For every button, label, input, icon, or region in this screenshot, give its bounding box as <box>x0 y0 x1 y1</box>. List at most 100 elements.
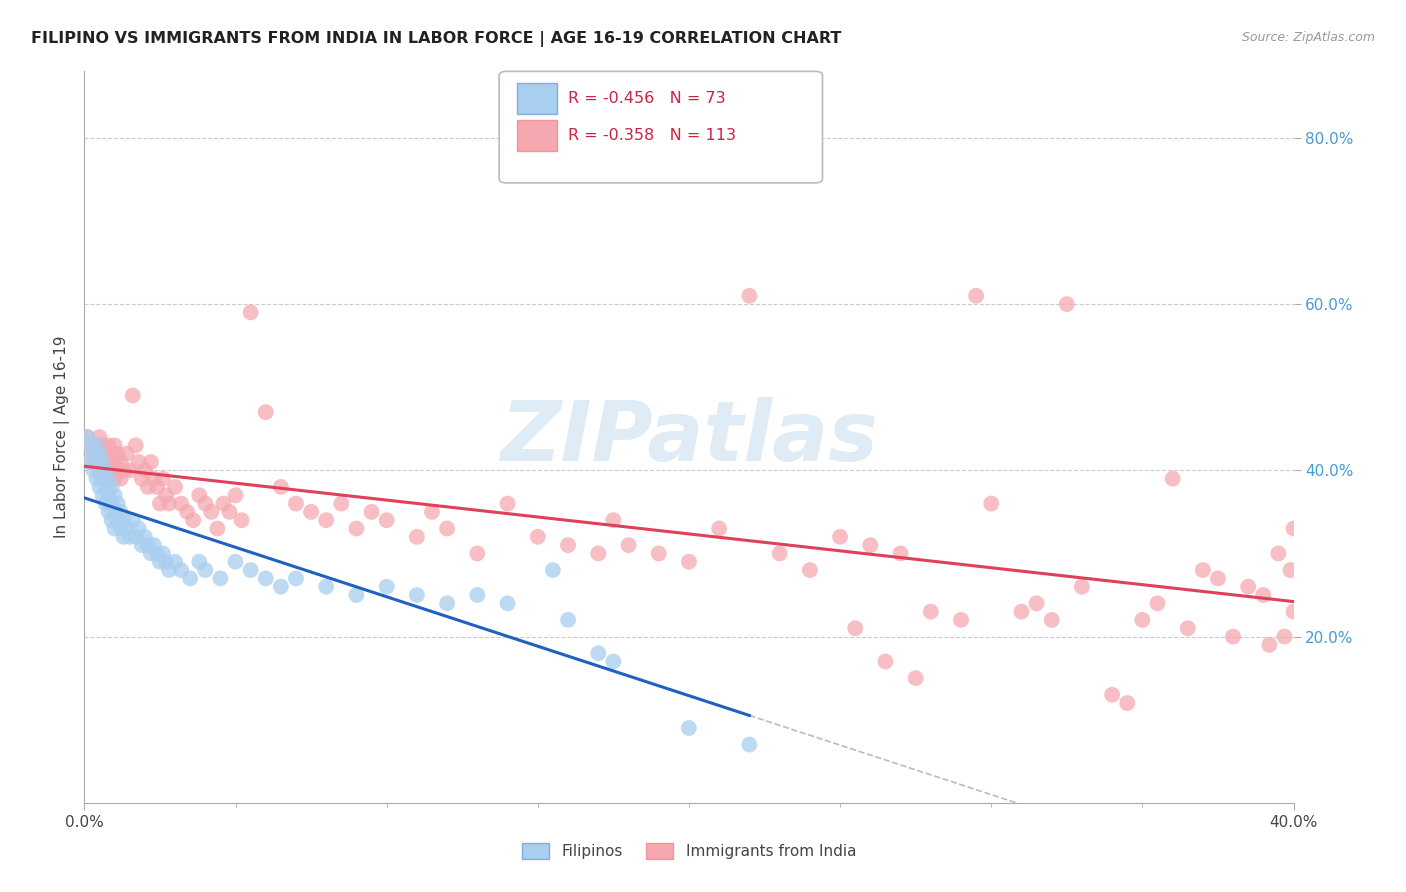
Point <box>91 488 114 502</box>
Point <box>980 497 1002 511</box>
Point <box>1282 605 1305 619</box>
Point <box>91 472 114 486</box>
Point <box>225 488 247 502</box>
Point <box>648 546 671 560</box>
Point <box>1071 580 1094 594</box>
Point <box>82 463 104 477</box>
Point <box>100 463 122 477</box>
Point <box>79 455 101 469</box>
Point <box>285 571 308 585</box>
Point <box>121 513 143 527</box>
Point <box>94 497 117 511</box>
Point <box>107 497 129 511</box>
Point <box>830 530 852 544</box>
Point <box>89 463 111 477</box>
Point <box>890 546 912 560</box>
Point <box>91 455 114 469</box>
Point <box>91 472 114 486</box>
Point <box>1040 613 1063 627</box>
Point <box>346 588 368 602</box>
Point <box>1282 521 1305 535</box>
Point <box>79 438 101 452</box>
Point <box>146 546 169 560</box>
Y-axis label: In Labor Force | Age 16-19: In Labor Force | Age 16-19 <box>55 335 70 539</box>
Point <box>104 438 127 452</box>
Point <box>188 488 211 502</box>
Point <box>104 455 127 469</box>
Point <box>617 538 640 552</box>
Point <box>1130 613 1153 627</box>
Point <box>1011 605 1033 619</box>
Point <box>588 546 610 560</box>
Point <box>527 530 550 544</box>
Point <box>1192 563 1215 577</box>
Point <box>315 580 337 594</box>
Point <box>165 480 187 494</box>
Point <box>94 463 117 477</box>
Point <box>678 721 700 735</box>
Point <box>112 530 135 544</box>
Point <box>541 563 564 577</box>
Point <box>82 455 104 469</box>
Point <box>97 505 120 519</box>
Point <box>97 455 120 469</box>
Point <box>142 472 165 486</box>
Point <box>859 538 882 552</box>
Point <box>406 588 429 602</box>
Point <box>121 388 143 402</box>
Point <box>94 447 117 461</box>
Point <box>152 472 174 486</box>
Point <box>86 455 108 469</box>
Point <box>89 447 111 461</box>
Point <box>225 555 247 569</box>
Point <box>1222 630 1244 644</box>
Point <box>188 555 211 569</box>
Point <box>602 513 624 527</box>
Point <box>950 613 973 627</box>
Point <box>79 438 101 452</box>
Point <box>134 530 156 544</box>
Point <box>142 538 165 552</box>
Point <box>155 555 177 569</box>
Point <box>100 447 122 461</box>
Point <box>94 463 117 477</box>
Point <box>420 505 443 519</box>
Point <box>467 588 489 602</box>
Point <box>149 497 172 511</box>
Point <box>920 605 942 619</box>
Point <box>557 538 579 552</box>
Point <box>104 488 127 502</box>
Legend: Filipinos, Immigrants from India: Filipinos, Immigrants from India <box>516 837 862 865</box>
Point <box>100 497 122 511</box>
Point <box>1253 588 1275 602</box>
Point <box>1101 688 1123 702</box>
Point <box>1056 297 1078 311</box>
Text: R = -0.358   N = 113: R = -0.358 N = 113 <box>568 128 735 143</box>
Point <box>1146 596 1168 610</box>
Point <box>155 488 177 502</box>
Text: Source: ZipAtlas.com: Source: ZipAtlas.com <box>1241 31 1375 45</box>
Point <box>965 289 987 303</box>
Point <box>375 580 398 594</box>
Point <box>128 521 150 535</box>
Point <box>118 463 141 477</box>
Point <box>799 563 821 577</box>
Point <box>107 447 129 461</box>
Point <box>1116 696 1139 710</box>
Point <box>1267 546 1289 560</box>
Point <box>181 513 204 527</box>
Point <box>86 472 108 486</box>
Point <box>91 438 114 452</box>
Point <box>436 521 458 535</box>
Point <box>115 521 138 535</box>
Point <box>315 513 337 527</box>
Point <box>100 513 122 527</box>
Point <box>678 555 700 569</box>
Point <box>157 497 180 511</box>
Point <box>86 438 108 452</box>
Point <box>82 447 104 461</box>
Point <box>769 546 792 560</box>
Point <box>270 580 292 594</box>
Point <box>254 571 277 585</box>
Point <box>875 655 897 669</box>
